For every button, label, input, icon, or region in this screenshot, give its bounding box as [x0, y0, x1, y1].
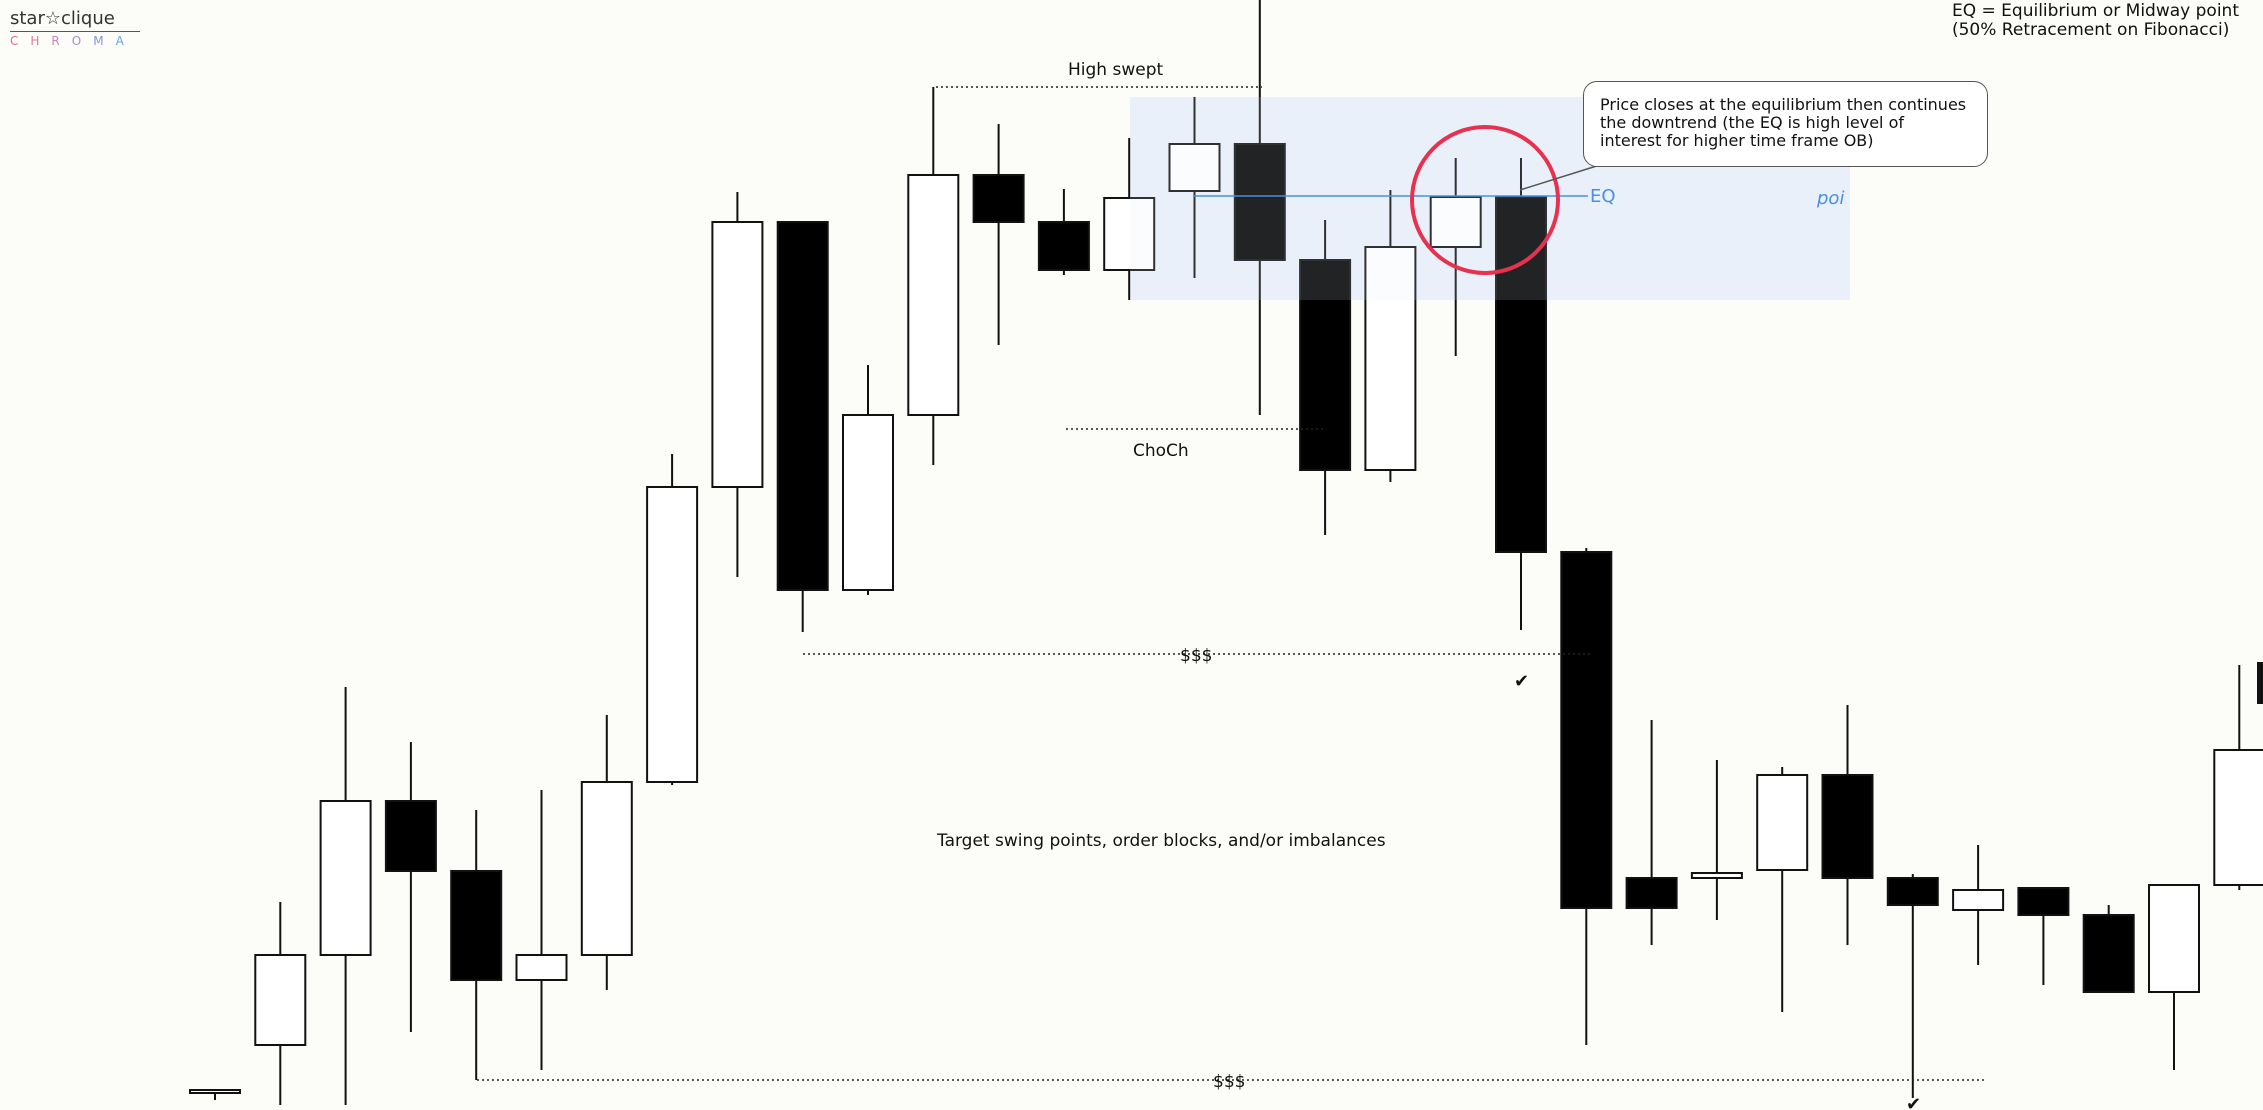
candle-bearish	[1299, 259, 1352, 471]
candle-bullish	[1103, 197, 1156, 271]
target-label: Target swing points, order blocks, and/o…	[936, 831, 1386, 851]
candle-bullish	[646, 486, 699, 783]
eq-definition-note: EQ = Equilibrium or Midway point (50% Re…	[1952, 2, 2239, 40]
liquidity-label-lower: $$$	[1213, 1072, 1245, 1092]
callout-text: Price closes at the equilibrium then con…	[1600, 95, 1967, 150]
poi-label: poi	[1816, 188, 1844, 209]
candle-bullish	[907, 174, 960, 416]
candle-bearish	[1821, 774, 1874, 879]
candle-bullish	[1168, 143, 1221, 192]
candle-bullish	[2148, 884, 2200, 993]
candle-bearish	[2017, 887, 2070, 916]
candle-bullish	[1364, 246, 1417, 471]
callout-box: Price closes at the equilibrium then con…	[1583, 81, 1988, 167]
candle-bullish	[1690, 872, 1743, 879]
candle-bearish	[972, 174, 1025, 223]
candle-bearish	[450, 870, 503, 981]
high-swept-label: High swept	[1068, 60, 1163, 80]
candle-bearish	[1560, 551, 1613, 909]
candle-bearish	[384, 800, 437, 872]
candle-bullish	[515, 954, 568, 981]
check-mark-lower: ✔	[1906, 1094, 1921, 1110]
candle-bullish	[254, 954, 307, 1046]
logo-wordmark: star☆clique	[10, 8, 140, 32]
candle-bullish	[1952, 889, 2005, 911]
liquidity-label-upper: $$$	[1180, 646, 1212, 666]
choch-label: ChoCh	[1133, 441, 1189, 461]
price-marker	[2257, 662, 2263, 704]
candle-bullish	[1756, 774, 1809, 871]
candle-bullish	[1429, 196, 1482, 248]
candle-bearish	[776, 221, 829, 591]
candle-bullish	[842, 414, 894, 591]
candle-bearish	[1886, 877, 1939, 906]
candle-bearish	[1625, 877, 1678, 909]
eq-label: EQ	[1590, 186, 1616, 207]
logo-subtitle: CHROMA	[10, 34, 136, 48]
candle-bullish	[580, 781, 633, 956]
candle-bearish	[2082, 914, 2135, 993]
candle-bearish	[1495, 196, 1547, 553]
eq-note-line1: EQ = Equilibrium or Midway point	[1951, 1, 2239, 21]
candle-bullish	[319, 800, 372, 956]
highlight-circle	[1410, 125, 1560, 275]
logo: star☆clique CHROMA	[10, 8, 140, 48]
candle-bullish	[711, 221, 764, 488]
candle-bullish	[2213, 749, 2263, 886]
callout-pointer	[1519, 163, 1604, 191]
candle-bullish	[189, 1089, 241, 1094]
candle-bearish	[1233, 143, 1286, 261]
check-mark-upper: ✔	[1514, 671, 1529, 692]
candle-bearish	[1037, 221, 1090, 271]
eq-note-line2: (50% Retracement on Fibonacci)	[1951, 20, 2230, 40]
